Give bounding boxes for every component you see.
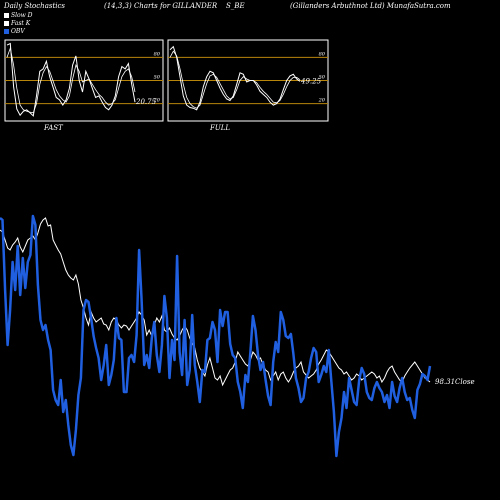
close-value-label: 98.31Close [435,378,475,386]
legend-swatch [4,13,9,18]
fast-slow-d-line [6,46,136,114]
legend-label: OBV [11,28,25,35]
chart-company: (Gillanders Arbuthnot Ltd) MunafaSutra.c… [290,2,451,10]
legend-label: Slow D [11,12,33,19]
fast-tick-label-20: 20 [153,98,161,104]
fast-last-value-label: 20.75 [135,98,157,106]
legend-label: Fast K [11,20,31,27]
legend-swatch [4,29,9,34]
full-last-value-label: 49.25 [300,77,322,85]
legend-item-fast-k: Fast K [4,20,30,27]
full-panel-label: FULL [210,124,231,132]
legend-swatch [4,21,9,26]
chart-params: (14,3,3) Charts for GILLANDER [104,2,218,10]
fast-fast-k-line [6,42,136,117]
full-tick-label-80: 80 [319,51,326,57]
obv-line [0,214,432,458]
price-line [0,217,431,387]
chart-symbol: S_BE [226,2,245,10]
full-tick-label-50: 50 [319,75,326,81]
fast-tick-label-80: 80 [154,51,161,57]
legend-item-slow-d: Slow D [4,12,33,19]
legend-item-obv: OBV [4,28,25,35]
fast-tick-label-50: 50 [154,75,161,81]
full-tick-label-20: 20 [318,98,326,104]
chart-title: Daily Stochastics [4,2,66,10]
full-full-d-line [169,50,301,109]
fast-panel-label: FAST [44,124,63,132]
